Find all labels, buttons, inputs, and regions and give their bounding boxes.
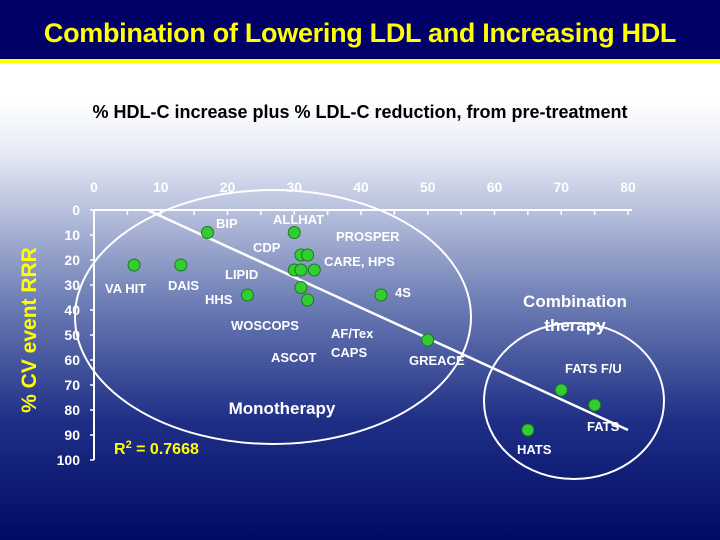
y-tick-label: 60: [64, 352, 80, 368]
data-point: [521, 423, 535, 437]
data-point: [301, 248, 315, 262]
point-label: BIP: [216, 216, 238, 231]
y-tick-label: 30: [64, 277, 80, 293]
y-tick-label: 10: [64, 227, 80, 243]
combination-label: Combination: [523, 292, 627, 311]
r-squared-label: R2 = 0.7668: [114, 439, 199, 458]
x-tick-label: 50: [420, 179, 436, 195]
y-tick-label: 80: [64, 402, 80, 418]
point-label: DAIS: [168, 278, 199, 293]
point-label: CAPS: [331, 345, 367, 360]
data-point: [127, 258, 141, 272]
data-point: [554, 383, 568, 397]
y-tick-label: 100: [57, 452, 81, 468]
title-underline: [0, 59, 720, 63]
point-label: HHS: [205, 292, 233, 307]
combination-label-line2: therapy: [544, 316, 606, 335]
monotherapy-ellipse: [74, 189, 472, 445]
point-label: LIPID: [225, 267, 258, 282]
x-tick-label: 40: [353, 179, 369, 195]
data-point: [588, 398, 602, 412]
y-tick-label: 90: [64, 427, 80, 443]
point-label: FATS F/U: [565, 361, 622, 376]
y-tick-label: 50: [64, 327, 80, 343]
point-label: HATS: [517, 442, 552, 457]
x-tick-label: 70: [553, 179, 569, 195]
point-label: ALLHAT: [273, 212, 324, 227]
point-label: GREACE: [409, 353, 465, 368]
point-label: WOSCOPS: [231, 318, 299, 333]
x-tick-label: 60: [487, 179, 503, 195]
trend-line: [146, 208, 629, 432]
title-bar: [0, 0, 720, 60]
y-tick-label: 40: [64, 302, 80, 318]
data-point: [421, 333, 435, 347]
point-label: PROSPER: [336, 229, 400, 244]
y-tick-label: 20: [64, 252, 80, 268]
point-label: ASCOT: [271, 350, 317, 365]
point-label: AF/Tex: [331, 326, 374, 341]
x-tick-label: 30: [286, 179, 302, 195]
point-label: CARE, HPS: [324, 254, 395, 269]
data-point: [241, 288, 255, 302]
data-point: [287, 226, 301, 239]
data-point: [374, 288, 388, 302]
data-point: [307, 263, 321, 277]
point-label: 4S: [395, 285, 411, 300]
data-point: [301, 293, 315, 307]
x-axis-title: % HDL-C increase plus % LDL-C reduction,…: [92, 102, 628, 122]
x-tick-label: 10: [153, 179, 169, 195]
data-point: [200, 226, 214, 239]
slide-title: Combination of Lowering LDL and Increasi…: [43, 18, 677, 48]
x-tick-label: 20: [220, 179, 236, 195]
x-tick-label: 80: [620, 179, 636, 195]
data-point: [294, 281, 308, 294]
x-tick-label: 0: [90, 179, 98, 195]
point-label: CDP: [253, 240, 281, 255]
data-point: [294, 263, 308, 277]
y-tick-label: 70: [64, 377, 80, 393]
point-label: VA HIT: [105, 281, 146, 296]
point-label: FATS: [587, 419, 620, 434]
combination-ellipse: [483, 322, 665, 480]
monotherapy-label: Monotherapy: [229, 399, 336, 418]
data-point: [174, 258, 188, 272]
y-tick-label: 0: [72, 202, 80, 218]
